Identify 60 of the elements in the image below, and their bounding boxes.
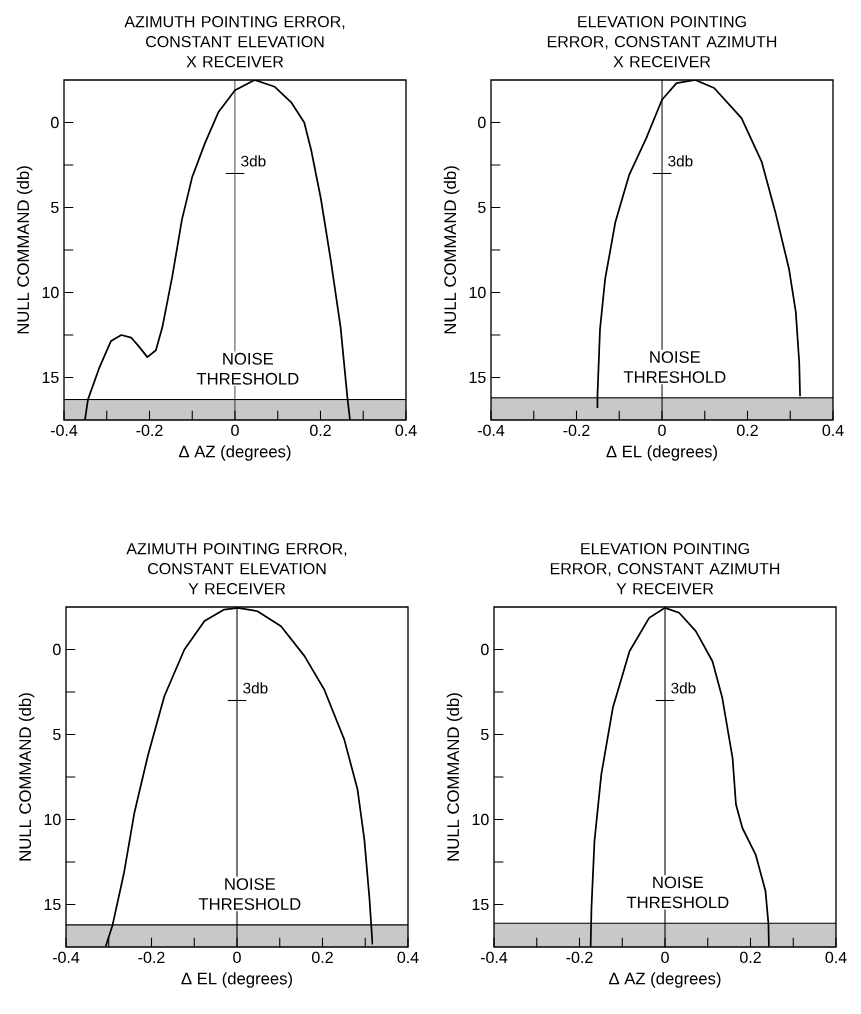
chart-subtitle: X RECEIVER (613, 55, 711, 68)
y-tick-label: 5 (478, 201, 486, 214)
x-tick-label: -0.4 (52, 951, 80, 964)
chart-title: AZIMUTH POINTING ERROR, CONSTANT ELEVATION (124, 15, 345, 48)
ref-line-label: 3db (243, 682, 268, 694)
x-tick-label: -0.4 (50, 424, 78, 437)
x-tick-label: 0 (231, 424, 239, 437)
ref-line-label: 3db (668, 155, 693, 167)
x-axis-title: Δ AZ (degrees) (608, 972, 721, 988)
x-tick-label: 0.4 (397, 951, 419, 964)
x-tick-label: 0.2 (737, 424, 758, 437)
x-tick-label: 0.4 (825, 951, 847, 964)
x-tick-label: 0.2 (312, 951, 333, 964)
y-tick-label: 10 (469, 286, 486, 299)
chart-subtitle: Y RECEIVER (616, 582, 714, 595)
y-tick-label: 10 (472, 813, 489, 826)
y-axis-title: NULL COMMAND (db) (18, 693, 35, 861)
x-tick-label: 0 (658, 424, 666, 437)
ref-line-label: 3db (671, 682, 696, 694)
band-label: NOISE THRESHOLD (196, 352, 299, 385)
x-tick-label: 0.2 (740, 951, 761, 964)
band-label: NOISE THRESHOLD (626, 876, 729, 909)
y-tick-label: 15 (44, 898, 61, 911)
y-tick-label: 15 (469, 371, 486, 384)
y-tick-label: 15 (42, 371, 59, 384)
y-tick-label: 0 (481, 643, 489, 656)
band-label: NOISE THRESHOLD (623, 351, 726, 383)
x-tick-label: 0 (233, 951, 241, 964)
x-tick-label: -0.4 (477, 424, 505, 437)
x-axis-title: Δ AZ (degrees) (178, 445, 291, 461)
x-tick-label: 0 (661, 951, 669, 964)
x-tick-label: 0.4 (395, 424, 417, 437)
y-tick-label: 10 (44, 813, 61, 826)
x-tick-label: 0.2 (310, 424, 331, 437)
y-tick-label: 0 (53, 643, 61, 656)
x-axis-title: Δ EL (degrees) (606, 445, 717, 461)
chart-title: ELEVATION POINTING ERROR, CONSTANT AZIMUTH (547, 15, 777, 50)
x-tick-label: 0.4 (822, 424, 844, 437)
chart-subtitle: Y RECEIVER (188, 582, 286, 595)
y-axis-title: NULL COMMAND (db) (446, 693, 463, 861)
band-label: NOISE THRESHOLD (198, 878, 301, 910)
chart-title: AZIMUTH POINTING ERROR, CONSTANT ELEVATION (126, 542, 347, 575)
x-tick-label: -0.2 (138, 951, 165, 964)
x-tick-label: -0.2 (563, 424, 590, 437)
y-tick-label: 0 (478, 116, 486, 129)
y-tick-label: 0 (51, 116, 59, 129)
y-tick-label: 5 (53, 728, 61, 741)
ref-line-label: 3db (241, 155, 266, 167)
chart-subtitle: X RECEIVER (186, 55, 284, 68)
y-tick-label: 5 (481, 728, 489, 741)
x-tick-label: -0.4 (480, 951, 508, 964)
x-tick-label: -0.2 (566, 951, 593, 964)
y-tick-label: 5 (51, 201, 59, 214)
x-tick-label: -0.2 (136, 424, 163, 437)
y-axis-title: NULL COMMAND (db) (16, 166, 33, 334)
y-tick-label: 15 (472, 898, 489, 911)
chart-title: ELEVATION POINTING ERROR, CONSTANT AZIMUTH (550, 542, 780, 577)
x-axis-title: Δ EL (degrees) (181, 972, 292, 988)
y-axis-title: NULL COMMAND (db) (443, 166, 460, 334)
y-tick-label: 10 (42, 286, 59, 299)
